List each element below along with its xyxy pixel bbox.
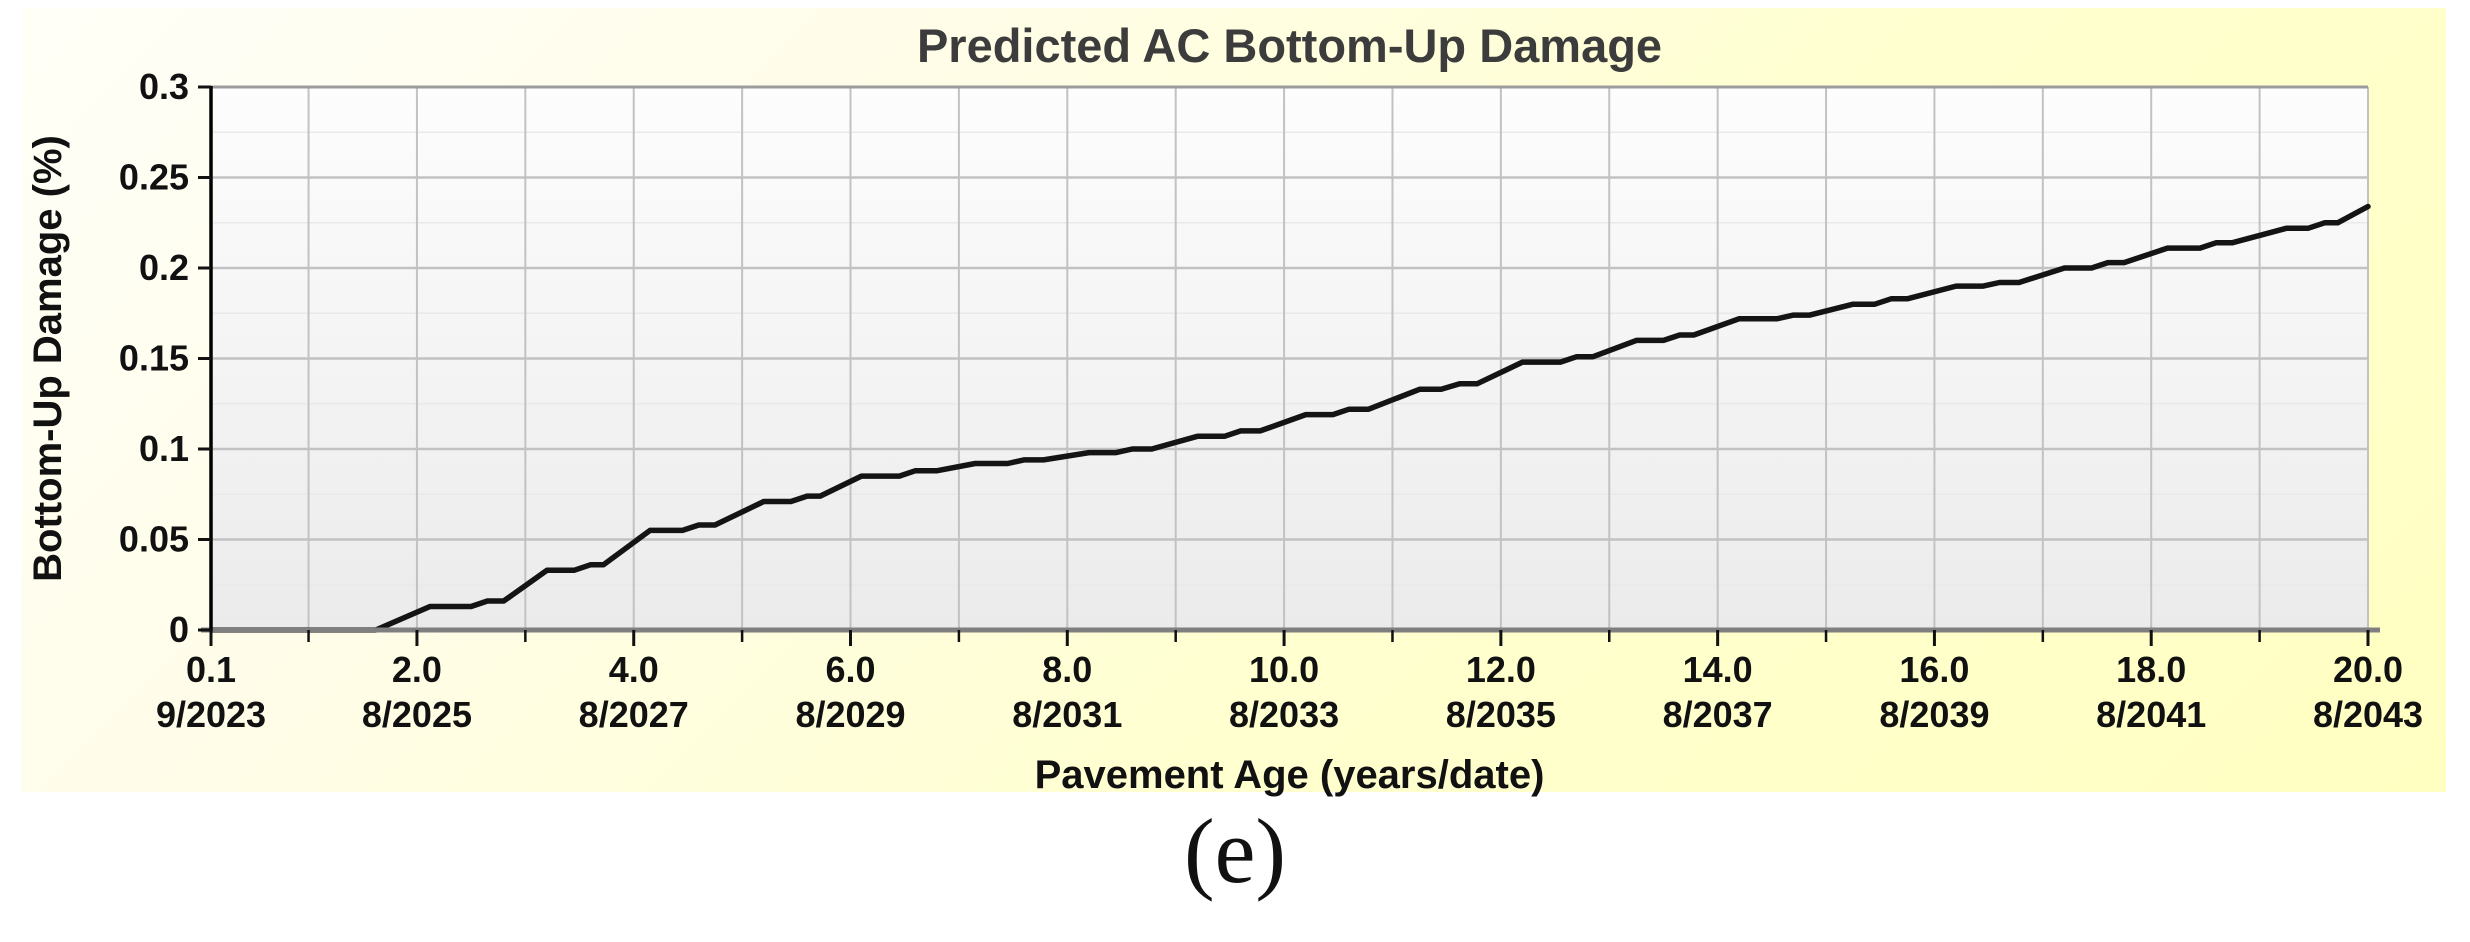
svg-text:6.0: 6.0 [825, 649, 875, 690]
svg-text:0.3: 0.3 [139, 66, 189, 107]
chart-title: Predicted AC Bottom-Up Damage [916, 19, 1663, 72]
svg-text:8/2031: 8/2031 [1012, 694, 1122, 735]
svg-text:0.05: 0.05 [119, 519, 189, 560]
svg-text:8.0: 8.0 [1042, 649, 1092, 690]
svg-text:14.0: 14.0 [1683, 649, 1753, 690]
svg-text:4.0: 4.0 [609, 649, 659, 690]
svg-text:8/2033: 8/2033 [1229, 694, 1339, 735]
svg-text:0.1: 0.1 [186, 649, 236, 690]
svg-text:2.0: 2.0 [392, 649, 442, 690]
svg-text:16.0: 16.0 [1899, 649, 1969, 690]
svg-text:10.0: 10.0 [1249, 649, 1319, 690]
svg-text:8/2025: 8/2025 [362, 694, 472, 735]
chart-canvas: 00.050.10.150.20.250.30.19/20232.08/2025… [26, 66, 2423, 797]
svg-text:8/2035: 8/2035 [1446, 694, 1556, 735]
svg-text:8/2027: 8/2027 [579, 694, 689, 735]
figure-caption: (e) [1183, 800, 1287, 902]
svg-text:0.2: 0.2 [139, 247, 189, 288]
svg-text:8/2039: 8/2039 [1879, 694, 1989, 735]
svg-text:Pavement Age (years/date): Pavement Age (years/date) [1035, 753, 1545, 797]
svg-text:0.15: 0.15 [119, 338, 189, 379]
svg-text:8/2029: 8/2029 [795, 694, 905, 735]
svg-text:Bottom-Up Damage (%): Bottom-Up Damage (%) [26, 135, 70, 582]
svg-text:18.0: 18.0 [2116, 649, 2186, 690]
svg-text:8/2043: 8/2043 [2313, 694, 2423, 735]
svg-text:12.0: 12.0 [1466, 649, 1536, 690]
svg-text:9/2023: 9/2023 [156, 694, 266, 735]
svg-text:0: 0 [169, 609, 189, 650]
svg-text:20.0: 20.0 [2333, 649, 2403, 690]
svg-text:8/2037: 8/2037 [1663, 694, 1773, 735]
svg-text:0.1: 0.1 [139, 428, 189, 469]
chart-panel: Predicted AC Bottom-Up Damage 0 0.05 0.1 0.… [22, 8, 2446, 797]
svg-text:8/2041: 8/2041 [2096, 694, 2206, 735]
svg-text:0.25: 0.25 [119, 157, 189, 198]
